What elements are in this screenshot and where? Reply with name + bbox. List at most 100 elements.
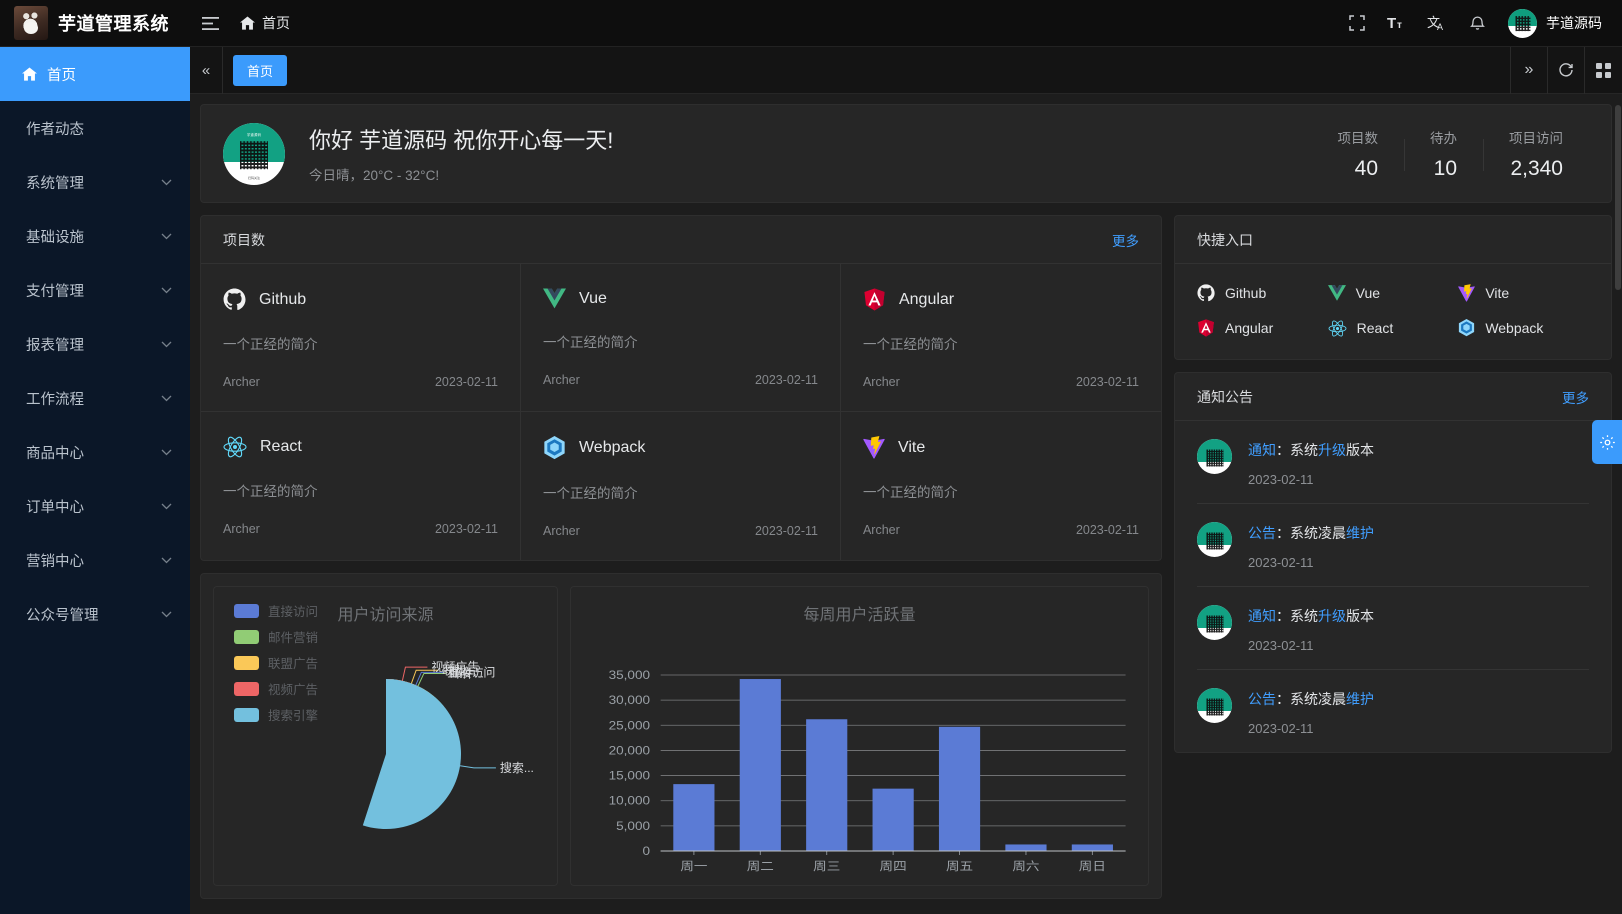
quick-entry-github[interactable]: Github: [1197, 284, 1328, 302]
legend-item[interactable]: 邮件营销: [234, 627, 318, 646]
bell-icon[interactable]: [1458, 0, 1496, 47]
sidebar-item-label: 订单中心: [26, 499, 84, 516]
quick-entry-vite[interactable]: Vite: [1458, 284, 1589, 302]
tabs-scroll-right-button[interactable]: »: [1511, 46, 1548, 94]
bar-chart[interactable]: 每周用户活跃量 0 5,000 10,000 15,000 20,000 25,000 30…: [570, 586, 1149, 886]
notice-mid: 系统: [1290, 442, 1318, 458]
tabs-scroll-left-button[interactable]: «: [190, 46, 223, 94]
avatar: [1508, 8, 1537, 38]
project-desc: 一个正经的简介: [542, 335, 638, 350]
legend-item[interactable]: 视频广告: [234, 679, 318, 698]
pie-chart-canvas: 直接访问邮件...联盟...视频广告搜索...: [362, 659, 534, 829]
sidebar-item-label: 支付管理: [26, 283, 84, 300]
sidebar-item-mp-manage[interactable]: 公众号管理: [0, 587, 190, 641]
home-icon: [240, 16, 255, 30]
project-card-vue[interactable]: Vue 一个正经的简介 Archer 2023-02-11: [520, 264, 841, 412]
content-scrollbar[interactable]: [1615, 105, 1621, 290]
notice-item[interactable]: 通知：系统升级版本 2023-02-11: [1197, 421, 1589, 504]
brand-title: 芋道管理系统: [58, 14, 169, 34]
svg-text:搜索...: 搜索...: [500, 760, 534, 775]
notice-avatar: [1197, 605, 1232, 640]
project-author: Archer: [542, 524, 580, 538]
notice-title[interactable]: 公告：系统凌晨维护: [1248, 689, 1374, 709]
chevron-down-icon: [161, 503, 172, 510]
pie-chart[interactable]: 用户访问来源 直接访问 邮件营销: [213, 586, 558, 886]
legend-label: 邮件营销: [268, 631, 319, 645]
project-desc: 一个正经的简介: [542, 486, 638, 501]
legend-item[interactable]: 联盟广告: [234, 653, 318, 672]
notice-item[interactable]: 公告：系统凌晨维护 2023-02-11: [1197, 504, 1589, 587]
sidebar-item-author-news[interactable]: 作者动态: [0, 101, 190, 155]
sidebar-item-label: 作者动态: [26, 121, 84, 138]
quick-entry-react[interactable]: React: [1328, 319, 1459, 337]
notice-prefix: 公告: [1248, 691, 1276, 707]
breadcrumb[interactable]: 首页: [240, 13, 290, 33]
chevron-down-icon: [161, 287, 172, 294]
project-card-react[interactable]: React 一个正经的简介 Archer 2023-02-11: [201, 412, 521, 560]
project-date: 2023-02-11: [1075, 523, 1139, 537]
vite-icon: [1458, 284, 1476, 302]
quick-entry-webpack[interactable]: Webpack: [1458, 319, 1589, 337]
legend-item[interactable]: 搜索引擎: [234, 705, 318, 724]
notice-title[interactable]: 通知：系统升级版本: [1248, 440, 1374, 460]
notice-item[interactable]: 通知：系统升级版本 2023-02-11: [1197, 587, 1589, 670]
welcome-banner: 芋道源码 扫码关注 你好 芋道源码 祝你开心每一天! 今日晴，20°C - 32°…: [201, 105, 1611, 202]
svg-text:周二: 周二: [747, 860, 774, 873]
svg-text:30,000: 30,000: [609, 694, 650, 707]
sidebar-item-label: 系统管理: [26, 175, 84, 192]
project-card-github[interactable]: Github 一个正经的简介 Archer 2023-02-11: [201, 264, 521, 412]
legend-swatch: [234, 603, 259, 618]
project-author: Archer: [223, 522, 260, 536]
notice-sep: ：: [1276, 608, 1290, 624]
notices-title: 通知公告: [1197, 388, 1253, 405]
notice-item[interactable]: 公告：系统凌晨维护 2023-02-11: [1197, 670, 1589, 752]
project-name: Webpack: [578, 439, 646, 456]
brand[interactable]: 芋道管理系统: [0, 6, 190, 40]
refresh-icon[interactable]: [1548, 46, 1585, 94]
legend-label: 搜索引擎: [268, 709, 319, 723]
sidebar-item-home[interactable]: 首页: [0, 47, 190, 101]
breadcrumb-home-label: 首页: [262, 15, 290, 31]
tab-home[interactable]: 首页: [233, 54, 288, 86]
quick-entry-vue[interactable]: Vue: [1327, 284, 1459, 302]
quick-entry-label: Webpack: [1485, 320, 1544, 336]
project-card-webpack[interactable]: Webpack 一个正经的简介 Archer 2023-02-11: [521, 412, 841, 560]
notice-title[interactable]: 通知：系统升级版本: [1248, 606, 1374, 626]
sidebar-item-order-center[interactable]: 订单中心: [0, 479, 190, 533]
sidebar-item-marketing-center[interactable]: 营销中心: [0, 533, 190, 587]
sidebar-item-infrastructure[interactable]: 基础设施: [0, 209, 190, 263]
sidebar-item-report[interactable]: 报表管理: [0, 317, 190, 371]
project-desc: 一个正经的简介: [223, 484, 318, 499]
project-name: Vite: [897, 438, 926, 456]
project-card-vite[interactable]: Vite 一个正经的简介 Archer 2023-02-11: [841, 412, 1161, 560]
user-menu[interactable]: 芋道源码: [1498, 8, 1608, 38]
sidebar-item-payment[interactable]: 支付管理: [0, 263, 190, 317]
fullscreen-icon[interactable]: [1338, 0, 1376, 47]
notice-prefix: 通知: [1248, 608, 1276, 624]
hamburger-icon[interactable]: [190, 0, 230, 47]
notices-more-link[interactable]: 更多: [1562, 390, 1589, 406]
notice-prefix: 公告: [1248, 525, 1276, 541]
angular-icon: [863, 288, 886, 311]
sidebar-item-label: 首页: [47, 67, 76, 84]
font-size-icon[interactable]: T т: [1378, 0, 1416, 47]
chevron-down-icon: [161, 233, 172, 240]
quick-entry-angular[interactable]: Angular: [1197, 319, 1328, 337]
settings-fab-button[interactable]: [1592, 420, 1622, 464]
grid-icon[interactable]: [1585, 47, 1622, 94]
sidebar-item-label: 报表管理: [26, 337, 84, 354]
project-author: Archer: [223, 375, 260, 389]
notice-mid: 系统: [1290, 608, 1318, 624]
projects-more-link[interactable]: 更多: [1112, 233, 1139, 249]
sidebar-item-workflow[interactable]: 工作流程: [0, 371, 190, 425]
chevron-down-icon: [161, 611, 172, 618]
legend-item[interactable]: 直接访问: [234, 601, 318, 620]
welcome-stats: 项目数 40 待办 10 项目访问 2,340: [1312, 127, 1590, 181]
sidebar-item-system[interactable]: 系统管理: [0, 155, 190, 209]
notice-title[interactable]: 公告：系统凌晨维护: [1248, 523, 1374, 543]
quick-entry-label: React: [1356, 320, 1394, 336]
project-card-angular[interactable]: Angular 一个正经的简介 Archer 2023-02-11: [840, 264, 1161, 412]
sidebar-item-product-center[interactable]: 商品中心: [0, 425, 190, 479]
project-desc: 一个正经的简介: [223, 337, 318, 352]
